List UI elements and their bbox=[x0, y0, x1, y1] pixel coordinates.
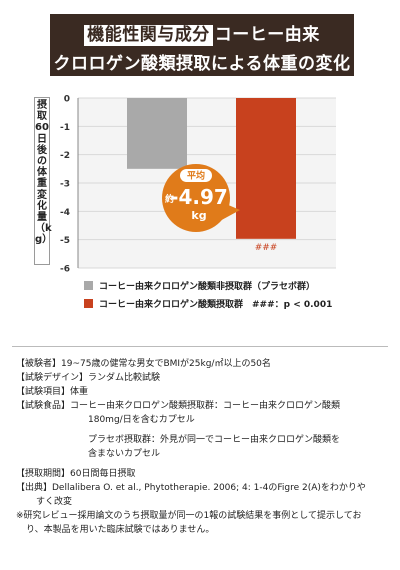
detail-source-cont: すく改変 bbox=[36, 497, 73, 507]
bar-intake bbox=[236, 98, 296, 239]
study-details: 【被験者】19~75歳の健常な男女でBMIが25kg/㎡以上の50名 【試験デザ… bbox=[16, 357, 388, 537]
detail-note-cont: り、本製品を用いた臨床試験ではありません。 bbox=[26, 525, 215, 535]
divider bbox=[12, 346, 388, 347]
detail-period: 【摂取期間】60日間毎日摂取 bbox=[16, 469, 136, 479]
y-tick-label: -1 bbox=[60, 123, 70, 133]
legend-label-intake: コーヒー由来クロロゲン酸類摂取群 ###：p < 0.001 bbox=[99, 299, 333, 310]
y-tick-label: -6 bbox=[60, 265, 70, 275]
legend-item-intake: コーヒー由来クロロゲン酸類摂取群 ###：p < 0.001 bbox=[84, 294, 332, 312]
y-tick-label: -4 bbox=[60, 208, 70, 218]
y-axis-label: 摂取60日後の体重変化量（kg） bbox=[34, 97, 52, 265]
significance-mark: ### bbox=[255, 243, 278, 253]
header-tag: 機能性関与成分 bbox=[84, 25, 213, 46]
y-tick-label: -3 bbox=[60, 180, 70, 190]
legend-swatch-intake bbox=[84, 298, 93, 308]
legend-swatch-placebo bbox=[84, 280, 93, 290]
header-title-line1: 機能性関与成分 コーヒー由来 bbox=[50, 20, 354, 46]
detail-placebo-cont: 含まないカプセル bbox=[88, 449, 161, 459]
legend-label-placebo: コーヒー由来クロロゲン酸類非摂取群（プラセボ群） bbox=[99, 281, 316, 292]
detail-design: 【試験デザイン】ランダム比較試験 bbox=[16, 373, 161, 383]
y-tick-label: 0 bbox=[64, 95, 70, 105]
chart-legend: コーヒー由来クロロゲン酸類非摂取群（プラセボ群） コーヒー由来クロロゲン酸類摂取… bbox=[84, 276, 332, 312]
callout-unit: kg bbox=[191, 209, 206, 222]
legend-item-placebo: コーヒー由来クロロゲン酸類非摂取群（プラセボ群） bbox=[84, 276, 332, 294]
callout-value: -4.97 bbox=[170, 185, 228, 209]
callout-prefix: 約 bbox=[165, 193, 174, 205]
y-tick-label: -2 bbox=[60, 151, 70, 161]
detail-note: ※研究レビュー採用論文のうち摂取量が同一の1報の試験結果を事例として提示してお bbox=[16, 511, 362, 521]
header-title-line1-text: コーヒー由来 bbox=[214, 25, 320, 45]
header-title-line2: クロロゲン酸類摂取による体重の変化 bbox=[53, 54, 351, 74]
callout-label: 平均 bbox=[187, 170, 205, 182]
detail-measure: 【試験項目】体重 bbox=[16, 387, 89, 397]
detail-subjects: 【被験者】19~75歳の健常な男女でBMIが25kg/㎡以上の50名 bbox=[16, 359, 271, 369]
detail-source: 【出典】Dellalibera O. et al., Phytotherapie… bbox=[16, 483, 366, 493]
detail-food: 【試験食品】コーヒー由来クロロゲン酸類摂取群：コーヒー由来クロロゲン酸類 bbox=[16, 401, 341, 411]
callout-label-pill bbox=[180, 169, 212, 182]
detail-food-dose: 180mg/日を含むカプセル bbox=[88, 415, 195, 425]
header-box: 機能性関与成分 コーヒー由来 クロロゲン酸類摂取による体重の変化 bbox=[50, 14, 354, 76]
y-tick-label: -5 bbox=[60, 236, 70, 246]
bar-placebo bbox=[127, 98, 187, 169]
callout-bubble bbox=[162, 164, 230, 232]
detail-placebo: プラセボ摂取群：外見が同一でコーヒー由来クロロゲン酸類を bbox=[88, 435, 341, 445]
